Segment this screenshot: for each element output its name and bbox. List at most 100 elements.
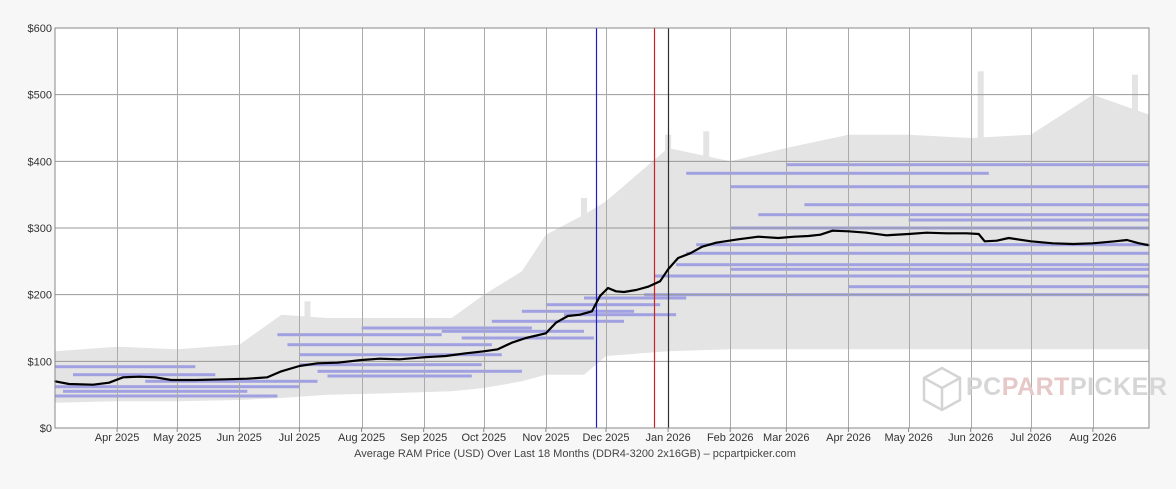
average-price-point-57 [977, 233, 980, 235]
average-price-point-36 [647, 285, 649, 288]
x-tick-label: Jun 2025 [217, 432, 262, 444]
average-price-point-16 [360, 359, 363, 361]
y-tick-label: $300 [28, 223, 52, 235]
price-spike-1 [581, 198, 587, 348]
listing-band-17 [545, 303, 661, 307]
listing-band-13 [441, 329, 584, 333]
average-price-point-43 [737, 238, 740, 241]
average-price-point-10 [246, 377, 249, 380]
listing-band-28 [730, 185, 1149, 189]
x-tick-label: May 2025 [153, 432, 201, 444]
listing-band-10 [317, 369, 522, 373]
average-price-point-1 [68, 383, 70, 385]
listing-band-18 [563, 313, 677, 317]
watermark-text: PCPARTPICKER [966, 373, 1167, 401]
average-price-point-41 [701, 245, 704, 248]
listing-band-6 [277, 333, 442, 337]
average-price-point-3 [108, 381, 110, 384]
average-price-point-30 [591, 310, 593, 313]
average-price-point-37 [659, 280, 661, 283]
x-tick-label: Apr 2026 [826, 432, 871, 444]
pcpartpicker-watermark: PCPARTPICKER [922, 366, 1167, 412]
listing-band-8 [299, 353, 502, 357]
average-price-point-32 [607, 287, 609, 289]
average-price-point-40 [689, 252, 692, 255]
listing-band-2 [63, 389, 248, 393]
y-tick-label: $0 [40, 423, 52, 435]
average-price-point-53 [907, 233, 910, 235]
listing-band-31 [908, 218, 1149, 222]
listing-band-16 [521, 309, 635, 313]
average-price-point-12 [280, 370, 283, 373]
listing-band-29 [786, 163, 1149, 167]
price-spike-7 [1132, 74, 1138, 348]
average-price-point-55 [945, 232, 948, 235]
average-price-point-50 [847, 230, 850, 233]
listing-band-32 [848, 285, 1149, 289]
chart-caption: Average RAM Price (USD) Over Last 18 Mon… [354, 448, 796, 460]
listing-band-19 [584, 296, 687, 300]
average-price-point-34 [623, 291, 625, 293]
listing-band-11 [327, 374, 472, 378]
listing-band-26 [758, 213, 1149, 217]
y-axis-ticks: $0 $100 $200 $300 $400 $500 $600 [28, 23, 52, 435]
listing-band-27 [804, 203, 1149, 207]
vertical-markers [595, 28, 670, 428]
listing-band-33 [730, 267, 1149, 271]
average-price-point-33 [615, 290, 617, 293]
average-price-point-24 [510, 341, 513, 344]
listing-band-23 [686, 251, 1149, 255]
average-price-point-61 [1029, 240, 1032, 243]
average-price-point-56 [965, 232, 968, 235]
average-price-point-35 [635, 289, 637, 291]
average-price-point-65 [1114, 240, 1116, 243]
average-price-point-11 [266, 376, 269, 379]
average-price-point-39 [677, 257, 679, 259]
average-price-point-46 [793, 235, 796, 238]
pcpartpicker-logo-icon [922, 366, 962, 412]
listing-band-7 [287, 343, 492, 347]
average-price-point-67 [1138, 242, 1140, 245]
average-price-point-5 [138, 375, 141, 378]
listing-band-5 [145, 379, 318, 383]
average-price-point-20 [444, 355, 447, 357]
average-price-point-18 [398, 358, 401, 361]
plot-border [54, 27, 1150, 429]
average-price-point-48 [819, 233, 822, 236]
average-price-point-64 [1092, 242, 1094, 245]
average-price-point-49 [831, 229, 834, 232]
price-spike-5 [977, 71, 984, 349]
x-tick-label: Sep 2025 [400, 432, 447, 444]
y-tick-label: $600 [28, 23, 52, 35]
price-spike-2 [641, 208, 648, 348]
average-price-point-45 [777, 237, 780, 239]
average-price-point-14 [316, 362, 319, 365]
price-spike-4 [703, 131, 710, 348]
x-tick-label: Jan 2026 [645, 432, 690, 444]
gridlines [55, 27, 1149, 428]
average-price-point-54 [925, 231, 928, 234]
price-spike-0 [304, 301, 311, 348]
average-price-point-66 [1126, 239, 1128, 241]
x-tick-label: Jul 2025 [279, 432, 321, 444]
average-price-point-13 [298, 365, 301, 367]
y-tick-label: $500 [28, 90, 52, 102]
average-price-point-42 [715, 241, 718, 244]
average-price-line [54, 229, 1150, 386]
average-price-point-21 [464, 352, 467, 355]
listing-band-4 [73, 373, 216, 377]
x-tick-label: Nov 2025 [522, 432, 569, 444]
average-price-point-52 [885, 234, 888, 237]
average-price-point-38 [667, 268, 669, 271]
x-tick-label: Oct 2025 [461, 432, 506, 444]
average-price-point-6 [154, 376, 157, 379]
average-price-point-7 [170, 379, 173, 381]
x-tick-label: Aug 2025 [338, 432, 385, 444]
average-price-point-8 [194, 379, 197, 381]
watermark-text-part: PART [1002, 373, 1070, 401]
average-price-point-27 [555, 321, 557, 324]
average-price-point-22 [482, 350, 485, 353]
average-price-point-2 [92, 383, 94, 386]
